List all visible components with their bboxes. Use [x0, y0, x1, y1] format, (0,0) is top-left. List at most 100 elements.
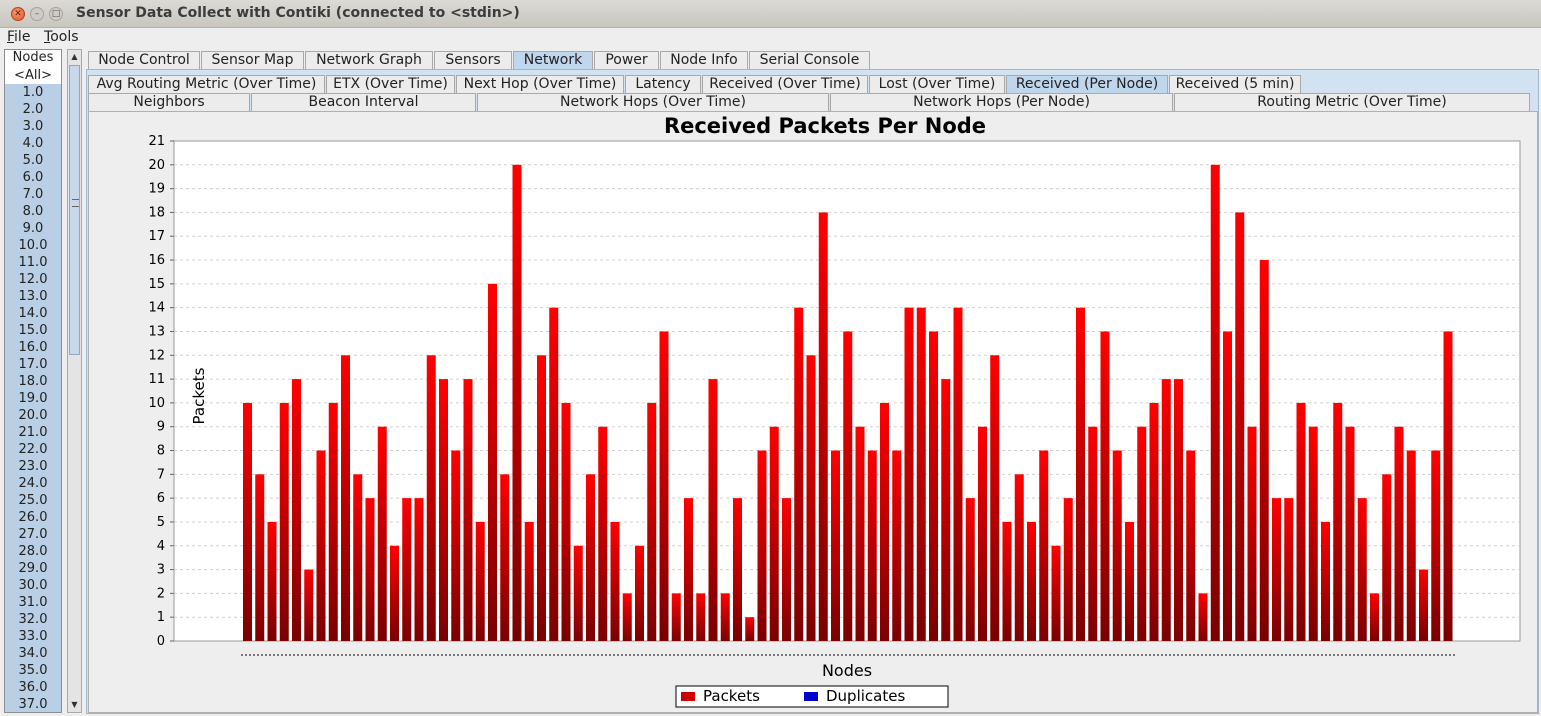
nodes-list-item[interactable]: 34.0 — [5, 645, 61, 662]
x-axis-label: Nodes — [822, 661, 872, 680]
nodes-list-item[interactable]: 25.0 — [5, 492, 61, 509]
bar-packets — [929, 331, 938, 641]
bar-packets — [1063, 498, 1073, 641]
nodes-list-item[interactable]: 37.0 — [5, 696, 61, 712]
bar-packets — [1051, 545, 1061, 641]
bar-packets — [1382, 474, 1392, 641]
tab-received-5-min[interactable]: Received (5 min) — [1169, 75, 1301, 93]
nodes-list-item[interactable]: 33.0 — [5, 628, 61, 645]
nodes-list-item[interactable]: 24.0 — [5, 475, 61, 492]
bar-packets — [1223, 331, 1232, 641]
y-tick-label: 10 — [148, 396, 165, 411]
tab-beacon-interval[interactable]: Beacon Interval — [251, 93, 476, 111]
nodes-list-item[interactable]: 9.0 — [5, 220, 61, 237]
nodes-list-item[interactable]: 15.0 — [5, 322, 61, 339]
nodes-list-item[interactable]: 36.0 — [5, 679, 61, 696]
nodes-list-item[interactable]: 5.0 — [5, 152, 61, 169]
y-tick-label: 7 — [157, 467, 165, 482]
bar-packets — [586, 474, 595, 641]
nodes-list-item[interactable]: 29.0 — [5, 560, 61, 577]
bar-packets — [818, 212, 828, 641]
tab-power[interactable]: Power — [594, 51, 659, 69]
bar-packets — [1235, 212, 1245, 641]
tab-serial-console[interactable]: Serial Console — [749, 51, 870, 69]
nodes-list-item[interactable]: 12.0 — [5, 271, 61, 288]
bar-packets — [426, 355, 436, 641]
nodes-list-item[interactable]: <All> — [5, 67, 61, 84]
nodes-list-item[interactable]: 22.0 — [5, 441, 61, 458]
nodes-list-item[interactable]: 18.0 — [5, 373, 61, 390]
tab-neighbors[interactable]: Neighbors — [88, 93, 250, 111]
tab-routing-metric-over-time[interactable]: Routing Metric (Over Time) — [1174, 93, 1530, 111]
nodes-list-item[interactable]: 21.0 — [5, 424, 61, 441]
nodes-list-item[interactable]: 11.0 — [5, 254, 61, 271]
tab-network-hops-per-node[interactable]: Network Hops (Per Node) — [830, 93, 1173, 111]
nodes-list-item[interactable]: 19.0 — [5, 390, 61, 407]
nodes-list-item[interactable]: 13.0 — [5, 288, 61, 305]
bar-packets — [953, 307, 963, 641]
nodes-list-item[interactable]: 31.0 — [5, 594, 61, 611]
nodes-list-item[interactable]: 27.0 — [5, 526, 61, 543]
y-tick-label: 1 — [157, 610, 165, 625]
y-tick-label: 2 — [157, 586, 165, 601]
tab-sensor-map[interactable]: Sensor Map — [201, 51, 304, 69]
bar-packets — [1014, 474, 1024, 641]
nodes-list-item[interactable]: 8.0 — [5, 203, 61, 220]
nodes-list-item[interactable]: 10.0 — [5, 237, 61, 254]
tab-latency[interactable]: Latency — [625, 75, 701, 93]
bar-packets — [328, 402, 338, 641]
y-tick-label: 11 — [148, 372, 165, 387]
nodes-list-item[interactable]: 23.0 — [5, 458, 61, 475]
nodes-list-item[interactable]: 1.0 — [5, 84, 61, 101]
nodes-list-item[interactable]: 30.0 — [5, 577, 61, 594]
tab-sensors[interactable]: Sensors — [434, 51, 512, 69]
nodes-scrollbar[interactable]: ▲ ▼ — [67, 49, 82, 713]
bar-packets — [1174, 379, 1183, 641]
tab-etx[interactable]: ETX (Over Time) — [326, 75, 455, 93]
bar-packets — [635, 545, 644, 641]
tab-next-hop[interactable]: Next Hop (Over Time) — [456, 75, 624, 93]
nodes-list[interactable]: Nodes <All> 1.0 2.0 3.0 4.0 5.0 6.0 7.0 8.0 9.0 10… — [4, 49, 62, 713]
menu-tools[interactable]: Tools — [44, 29, 79, 45]
nodes-list-item[interactable]: 6.0 — [5, 169, 61, 186]
y-tick-label: 3 — [157, 563, 165, 578]
tab-network-hops-over-time[interactable]: Network Hops (Over Time) — [477, 93, 829, 111]
menu-file[interactable]: File — [7, 29, 31, 45]
tab-network[interactable]: Network — [513, 51, 593, 69]
maximize-window-icon[interactable]: □ — [49, 7, 63, 21]
nodes-list-item[interactable]: 3.0 — [5, 118, 61, 135]
nodes-list-item[interactable]: 32.0 — [5, 611, 61, 628]
scrollbar-thumb[interactable] — [69, 65, 80, 355]
close-window-icon[interactable]: ✕ — [11, 7, 25, 21]
nodes-list-item[interactable]: 14.0 — [5, 305, 61, 322]
nodes-list-item[interactable]: 4.0 — [5, 135, 61, 152]
tab-node-control[interactable]: Node Control — [88, 51, 200, 69]
tab-received-per-node[interactable]: Received (Per Node) — [1006, 75, 1168, 93]
nodes-list-item[interactable]: 2.0 — [5, 101, 61, 118]
bar-packets — [353, 474, 363, 641]
scroll-up-arrow-icon[interactable]: ▲ — [71, 52, 78, 61]
nodes-list-item[interactable]: 17.0 — [5, 356, 61, 373]
bar-packets — [292, 379, 301, 641]
tab-node-info[interactable]: Node Info — [660, 51, 748, 69]
nodes-list-item[interactable]: 7.0 — [5, 186, 61, 203]
nodes-list-item[interactable]: 20.0 — [5, 407, 61, 424]
minimize-window-icon[interactable]: – — [30, 7, 44, 21]
nodes-list-item[interactable]: 35.0 — [5, 662, 61, 679]
nodes-list-item[interactable]: 28.0 — [5, 543, 61, 560]
scroll-down-arrow-icon[interactable]: ▼ — [71, 700, 78, 709]
y-tick-label: 6 — [157, 491, 165, 506]
bar-packets — [341, 355, 350, 641]
tab-lost-over-time[interactable]: Lost (Over Time) — [869, 75, 1005, 93]
bar-packets — [1394, 426, 1404, 641]
tab-network-graph[interactable]: Network Graph — [305, 51, 433, 69]
nodes-list-item[interactable]: 16.0 — [5, 339, 61, 356]
nodes-list-item[interactable]: 26.0 — [5, 509, 61, 526]
chart-panel: Received Packets Per Node 0 1 2 3 4 5 6 7 8 9 10 11… — [88, 111, 1538, 713]
tab-avg-routing-metric[interactable]: Avg Routing Metric (Over Time) — [88, 75, 325, 93]
y-tick-label: 20 — [148, 158, 165, 173]
bar-packets — [1198, 593, 1208, 641]
bar-packets — [1027, 521, 1036, 641]
tab-received-over-time[interactable]: Received (Over Time) — [702, 75, 868, 93]
